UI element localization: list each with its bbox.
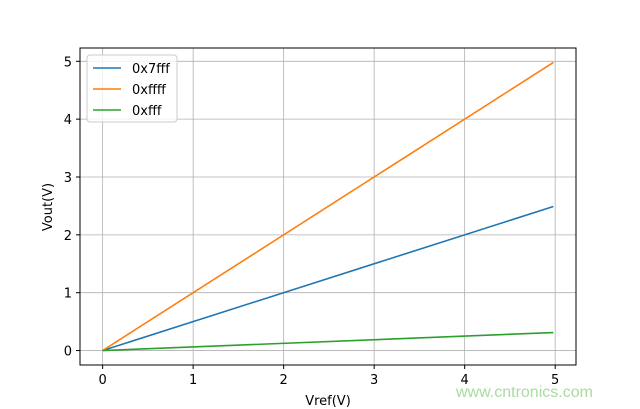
x-tick-label: 1 (189, 373, 197, 388)
legend-label: 0xfff (132, 104, 162, 119)
y-tick-label: 3 (64, 171, 72, 186)
y-tick-label: 1 (64, 287, 72, 302)
x-axis-label: Vref(V) (305, 394, 351, 409)
plot-frame (79, 47, 577, 366)
ticks: 0 1 2 3 4 5 0 1 2 3 4 5 (64, 55, 560, 388)
x-tick-label: 0 (98, 373, 106, 388)
x-tick-label: 3 (370, 373, 378, 388)
x-tick-label: 5 (551, 373, 559, 388)
series-line-0xffff (102, 61, 554, 352)
x-tick-label: 4 (461, 373, 469, 388)
series-line-0x7fff (102, 205, 554, 352)
x-tick-label: 2 (280, 373, 288, 388)
legend-label: 0x7fff (132, 62, 170, 77)
y-axis-label: Vout(V) (41, 183, 56, 231)
legend: 0x7fff 0xffff 0xfff (86, 54, 178, 123)
series-lines (102, 61, 554, 352)
series-line-0xfff (102, 331, 554, 352)
legend-box (86, 54, 178, 123)
y-tick-label: 4 (64, 113, 72, 128)
watermark: www.cntronics.com (456, 384, 593, 401)
y-tick-label: 0 (64, 345, 72, 360)
y-tick-label: 2 (64, 229, 72, 244)
legend-label: 0xffff (132, 83, 167, 98)
y-tick-label: 5 (64, 55, 72, 70)
